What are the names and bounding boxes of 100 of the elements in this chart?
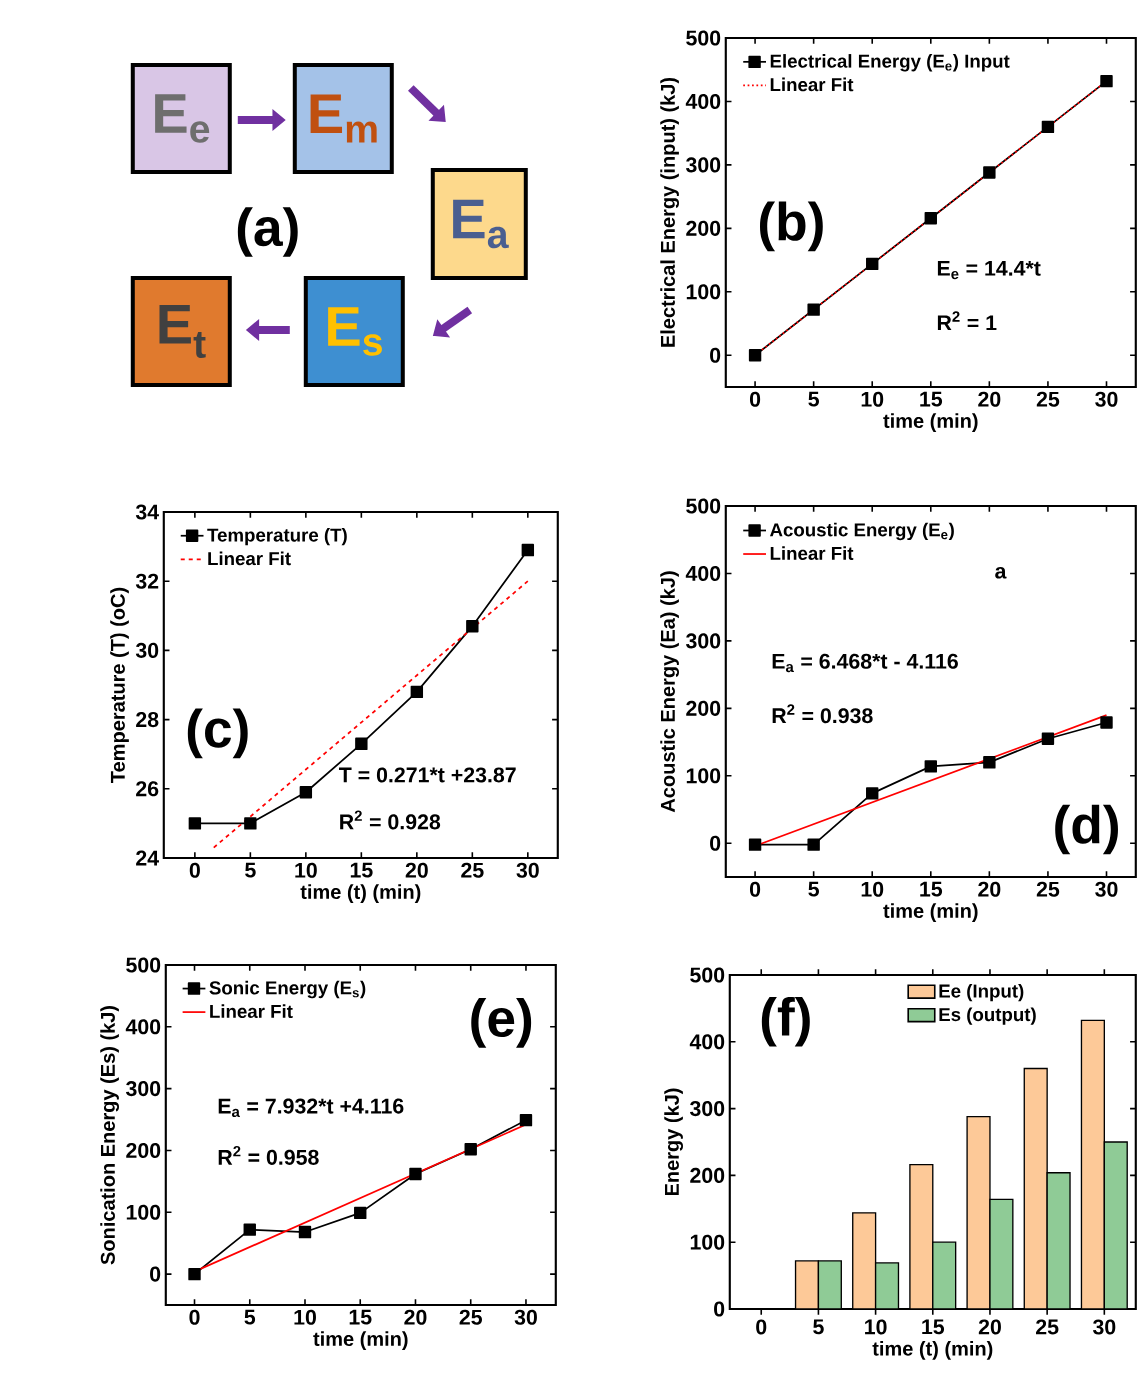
x-tick-label: 20 bbox=[404, 1309, 427, 1325]
y-tick-label: 500 bbox=[126, 957, 161, 973]
x-tick-label: 10 bbox=[861, 881, 884, 897]
y-axis-title: Temperature (T) (oC) bbox=[110, 587, 129, 783]
point bbox=[1041, 120, 1055, 134]
point bbox=[464, 1143, 478, 1156]
annotation: E$_{e}$ = 14.4*t bbox=[938, 260, 1041, 280]
y-tick-label: 100 bbox=[690, 1234, 725, 1250]
y-tick-label: 100 bbox=[686, 768, 721, 784]
y-tick-label: 400 bbox=[689, 1034, 725, 1050]
point bbox=[866, 787, 879, 800]
annotation: (f) bbox=[761, 996, 810, 1047]
point bbox=[298, 1225, 312, 1239]
y-tick-label: 500 bbox=[690, 967, 725, 983]
y-tick-label: 200 bbox=[686, 700, 721, 716]
point bbox=[188, 817, 202, 830]
legend-label: Electrical Energy (E$_{e}$) Input bbox=[770, 54, 1010, 72]
x-tick-label: 20 bbox=[978, 391, 1001, 407]
annotation: E$_{a}$ = 7.932*t +4.116 bbox=[218, 1098, 404, 1118]
point bbox=[355, 737, 368, 751]
y-tick-label: 300 bbox=[686, 157, 721, 173]
text: E$_{e}$ bbox=[155, 94, 210, 143]
x-tick-label: 20 bbox=[978, 1319, 1002, 1335]
x-tick-label: 5 bbox=[813, 1319, 824, 1335]
y-tick-label: 32 bbox=[135, 573, 159, 589]
point bbox=[519, 1113, 533, 1127]
y-tick-label: 0 bbox=[150, 1266, 161, 1282]
x-tick-label: 0 bbox=[189, 862, 201, 878]
annotation: (e) bbox=[471, 997, 532, 1048]
text: (a) bbox=[237, 207, 298, 257]
point bbox=[244, 817, 257, 830]
point bbox=[410, 685, 424, 699]
x-tick-label: 15 bbox=[920, 391, 943, 407]
annotation: R$^{2}$ = 1 bbox=[938, 311, 997, 331]
x-tick-label: 0 bbox=[189, 1309, 200, 1325]
y-axis-title: Energy (kJ) bbox=[664, 1088, 684, 1196]
x-tick-label: 15 bbox=[920, 881, 943, 897]
annotation: (d) bbox=[1055, 804, 1119, 855]
y-tick-label: 300 bbox=[690, 1101, 725, 1117]
x-axis-title: time (t) (min) bbox=[300, 884, 421, 903]
y-tick-label: 400 bbox=[685, 93, 721, 109]
legend-label: Sonic Energy (E$_{s}$) bbox=[209, 980, 366, 999]
point bbox=[983, 166, 996, 179]
x-tick-label: 10 bbox=[295, 862, 317, 878]
y-tick-label: 0 bbox=[710, 347, 721, 363]
point bbox=[924, 760, 938, 773]
x-tick-label: 5 bbox=[244, 1309, 256, 1325]
legend-label: Linear Fit bbox=[208, 551, 291, 566]
point bbox=[866, 257, 879, 271]
legend-label: Temperature (T) bbox=[207, 527, 347, 546]
x-tick-label: 5 bbox=[245, 862, 256, 878]
point bbox=[1041, 732, 1055, 745]
text: E$_{t}$ bbox=[159, 305, 206, 358]
point bbox=[354, 1206, 367, 1220]
y-tick-label: 200 bbox=[690, 1167, 725, 1183]
x-tick-label: 30 bbox=[516, 862, 539, 878]
x-tick-label: 0 bbox=[756, 1319, 767, 1335]
legend-label: Es (output) bbox=[939, 1007, 1036, 1025]
x-tick-label: 25 bbox=[1036, 1319, 1059, 1335]
y-tick-label: 100 bbox=[686, 284, 721, 300]
text: E$_{s}$ bbox=[328, 307, 383, 356]
point bbox=[409, 1167, 422, 1181]
point bbox=[188, 1267, 201, 1281]
y-tick-label: 400 bbox=[125, 1019, 161, 1035]
annotation: a bbox=[995, 566, 1007, 579]
point bbox=[983, 756, 996, 769]
y-tick-label: 28 bbox=[136, 712, 159, 728]
x-axis-title: time (t) (min) bbox=[872, 1341, 993, 1360]
legend-label: Linear Fit bbox=[770, 77, 854, 92]
y-tick-label: 0 bbox=[710, 835, 721, 851]
y-tick-label: 500 bbox=[686, 498, 721, 514]
annotation: T = 0.271*t +23.87 bbox=[339, 767, 516, 783]
point bbox=[521, 543, 535, 557]
x-tick-label: 30 bbox=[1093, 1319, 1116, 1335]
x-tick-label: 5 bbox=[808, 391, 820, 407]
annotation: R$^{2}$ = 0.958 bbox=[218, 1145, 319, 1165]
x-tick-label: 30 bbox=[1095, 391, 1118, 407]
x-tick-label: 0 bbox=[750, 391, 761, 407]
y-tick-label: 300 bbox=[686, 633, 721, 649]
x-tick-label: 20 bbox=[405, 862, 428, 878]
annotation: E$_{a}$ = 6.468*t - 4.116 bbox=[772, 653, 959, 673]
point bbox=[924, 212, 938, 225]
annotation: R$^{2}$ = 0.928 bbox=[340, 810, 441, 830]
text: E$_{a}$ bbox=[453, 199, 509, 249]
point bbox=[466, 619, 479, 633]
y-tick-label: 24 bbox=[136, 850, 160, 866]
y-tick-label: 200 bbox=[686, 220, 721, 236]
legend-label: Ee (Input) bbox=[939, 983, 1024, 1002]
y-tick-label: 30 bbox=[135, 642, 159, 658]
x-tick-label: 15 bbox=[349, 1309, 372, 1325]
x-tick-label: 15 bbox=[350, 862, 373, 878]
x-axis-title: time (min) bbox=[313, 1331, 408, 1350]
y-tick-label: 26 bbox=[136, 781, 159, 797]
x-tick-label: 25 bbox=[459, 1309, 483, 1325]
legend-label: Linear Fit bbox=[770, 546, 854, 560]
annotation: (c) bbox=[187, 708, 248, 759]
text: E$_{m}$ bbox=[310, 94, 377, 143]
point bbox=[299, 786, 313, 799]
x-tick-label: 20 bbox=[978, 881, 1001, 897]
annotation: (b) bbox=[760, 201, 823, 252]
